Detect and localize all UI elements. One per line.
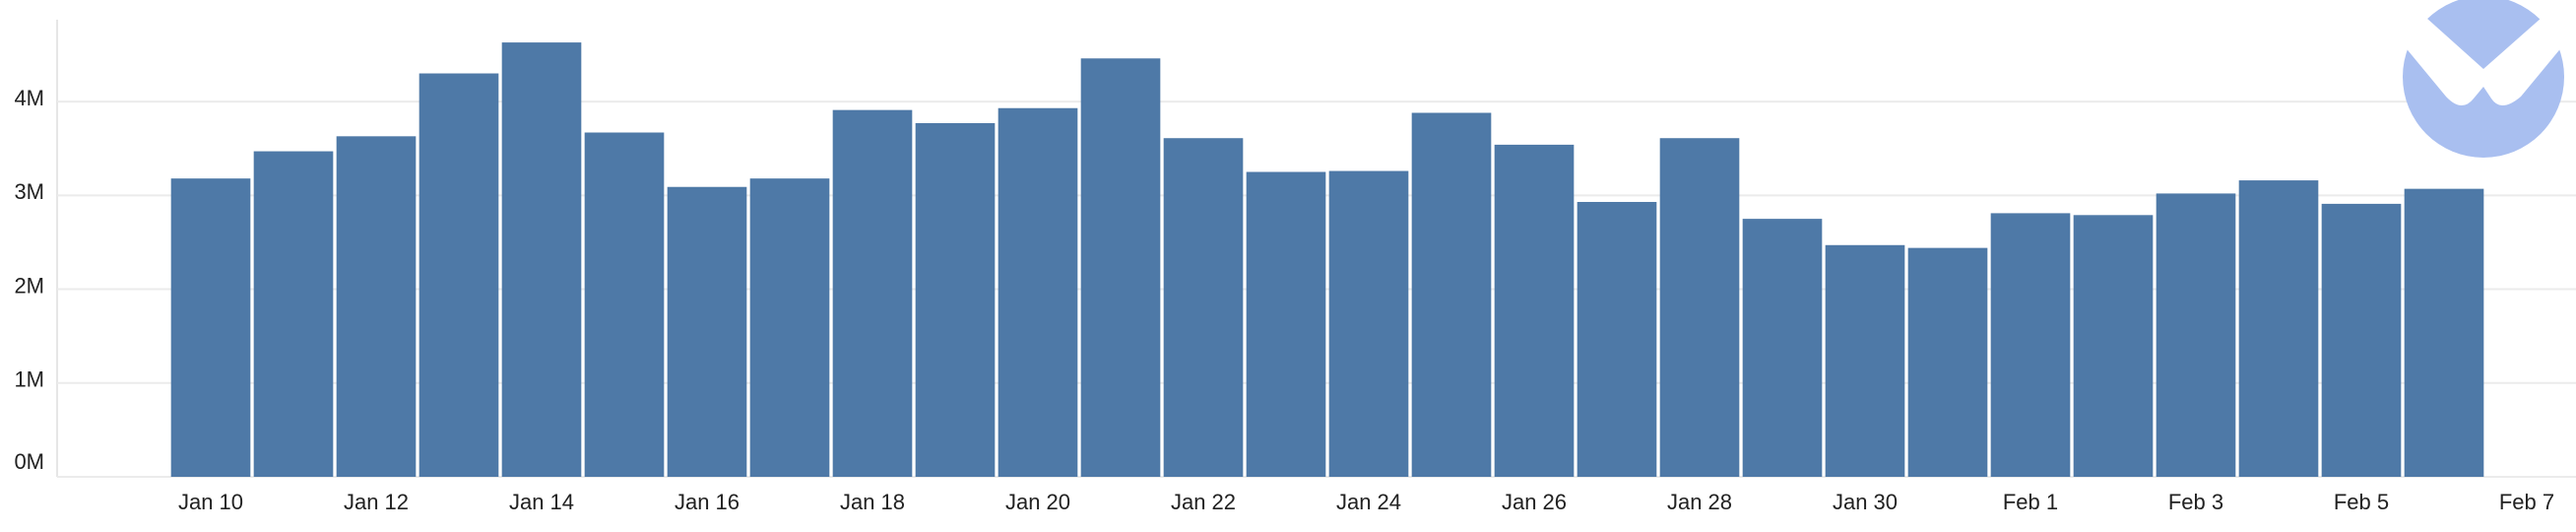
bar — [1080, 58, 1161, 477]
x-tick-label: Feb 7 — [2499, 490, 2554, 514]
y-tick-label: 4M — [14, 86, 44, 110]
bar — [1825, 244, 1905, 477]
bar — [1990, 213, 2071, 478]
x-tick-label: Jan 12 — [344, 490, 409, 514]
bar — [2073, 215, 2154, 477]
logo-mark — [2399, 10, 2568, 106]
bar — [2238, 180, 2319, 477]
y-tick-label: 3M — [14, 179, 44, 204]
bar — [1742, 219, 1823, 477]
bar — [2321, 203, 2402, 477]
x-tick-label: Jan 18 — [840, 490, 905, 514]
x-tick-label: Jan 30 — [1833, 490, 1898, 514]
bar — [170, 178, 251, 478]
bar — [998, 107, 1078, 477]
bar — [1494, 144, 1575, 477]
y-tick-label: 1M — [14, 367, 44, 392]
x-tick-label: Jan 16 — [675, 490, 740, 514]
x-tick-label: Jan 28 — [1667, 490, 1732, 514]
y-tick-label: 2M — [14, 273, 44, 298]
x-tick-label: Jan 14 — [509, 490, 574, 514]
bar — [336, 136, 417, 477]
bar — [1246, 171, 1326, 477]
bar — [667, 186, 747, 477]
x-tick-label: Feb 1 — [2003, 490, 2058, 514]
bar — [1907, 247, 1988, 477]
x-tick-label: Jan 20 — [1005, 490, 1070, 514]
bar — [501, 42, 582, 478]
bar — [1328, 170, 1409, 477]
bar — [1659, 138, 1740, 477]
bar — [1411, 112, 1492, 477]
x-tick-label: Feb 5 — [2334, 490, 2389, 514]
logo — [2399, 0, 2568, 158]
bar — [749, 178, 830, 478]
x-tick-label: Jan 26 — [1502, 490, 1567, 514]
bar — [915, 122, 996, 477]
y-tick-label: 0M — [14, 449, 44, 474]
bar — [1163, 138, 1244, 477]
bar — [419, 73, 499, 477]
x-tick-label: Feb 3 — [2168, 490, 2223, 514]
bar — [1577, 201, 1657, 477]
bar — [2156, 193, 2236, 478]
x-tick-label: Jan 10 — [178, 490, 243, 514]
x-tick-label: Jan 22 — [1171, 490, 1236, 514]
bar — [253, 151, 334, 477]
bar — [2404, 188, 2484, 477]
bar — [832, 109, 913, 477]
x-tick-label: Jan 24 — [1336, 490, 1401, 514]
bar — [584, 132, 665, 477]
